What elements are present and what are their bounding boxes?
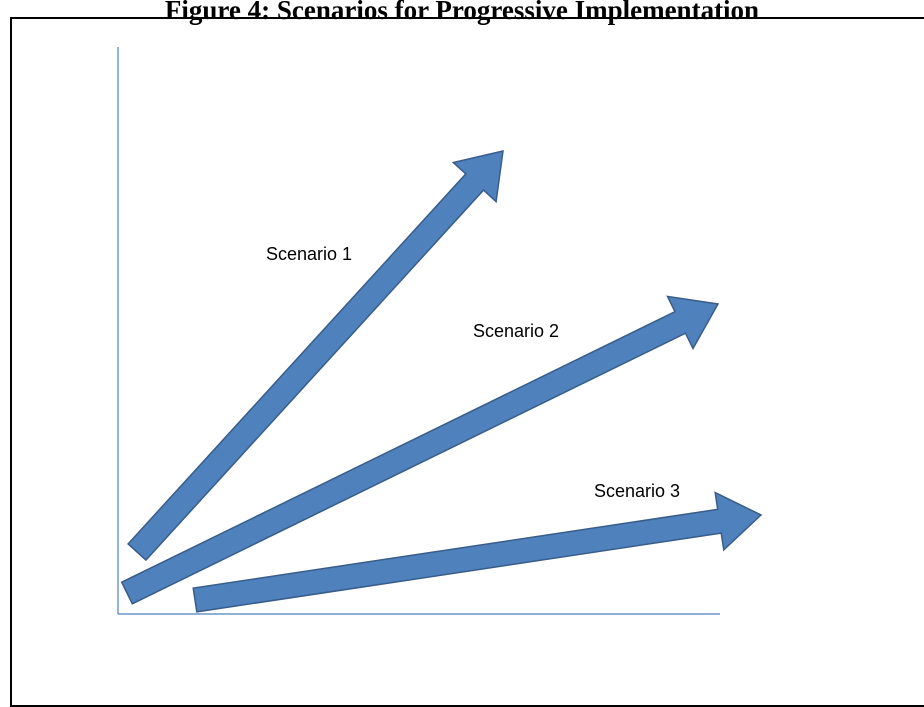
figure-title: Figure 4: Scenarios for Progressive Impl… bbox=[164, 0, 760, 25]
scenario-3-label: Scenario 3 bbox=[594, 481, 680, 501]
axes bbox=[117, 47, 720, 615]
arrows-group bbox=[120, 150, 763, 613]
scenario-3-arrow bbox=[192, 491, 763, 613]
scenario-2-label: Scenario 2 bbox=[473, 321, 559, 341]
scenario-1-label: Scenario 1 bbox=[266, 244, 352, 264]
scenario-1-arrow bbox=[127, 150, 504, 562]
scenario-2-arrow bbox=[120, 295, 720, 605]
